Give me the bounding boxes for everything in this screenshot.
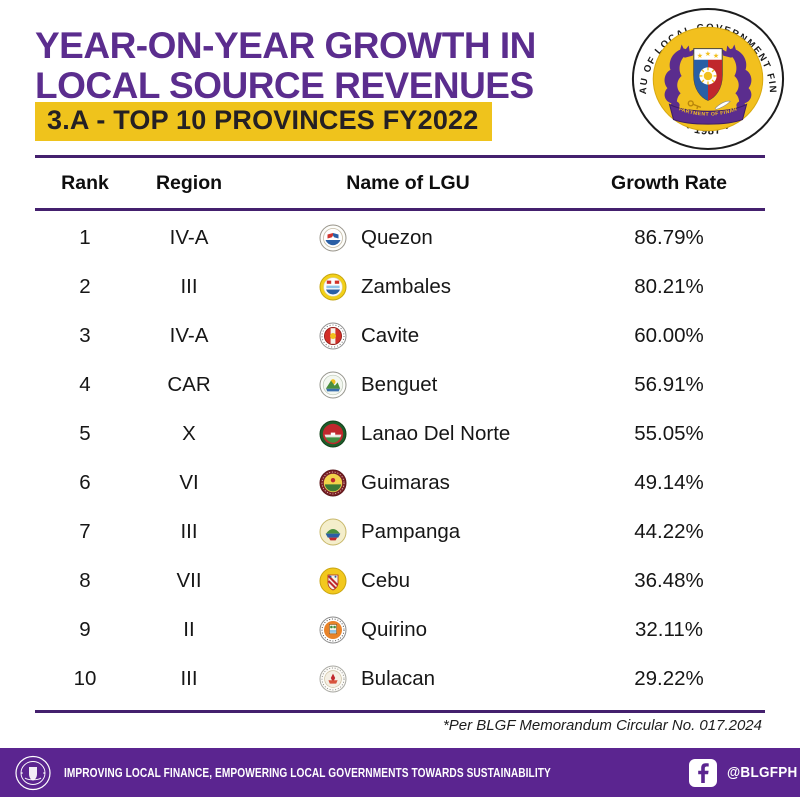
lgu-cell: Cavite: [243, 322, 573, 350]
lgu-name: Pampanga: [361, 519, 461, 543]
header-rank: Rank: [61, 171, 109, 194]
table-row: 7 III Pampanga 44.22%: [35, 507, 765, 556]
growth-rate-cell: 32.11%: [634, 617, 703, 641]
lgu-cell: Pampanga: [243, 518, 573, 546]
table-row: 4 CAR Benguet 56.91%: [35, 360, 765, 409]
page-title: YEAR-ON-YEAR GROWTH IN LOCAL SOURCE REVE…: [35, 26, 536, 106]
blgf-seal-logo: BUREAU OF LOCAL GOVERNMENT FINANCE • 198…: [630, 8, 785, 150]
region-cell: II: [183, 617, 195, 641]
lgu-cell: Lanao Del Norte: [243, 420, 573, 448]
lgu-name: Cebu: [361, 568, 411, 592]
lanao-del-norte-provincial-seal-icon: [319, 420, 347, 447]
rank-cell: 10: [73, 666, 97, 690]
rank-cell: 2: [79, 274, 91, 298]
lgu-cell: Benguet: [243, 371, 573, 399]
ribbon-banner: [668, 103, 748, 125]
growth-rate-cell: 56.91%: [634, 372, 704, 396]
zambales-provincial-seal-icon: [319, 273, 347, 300]
bulacan-provincial-seal-icon: [319, 665, 347, 692]
growth-rate-cell: 29.22%: [634, 666, 704, 690]
svg-text:★: ★: [697, 52, 703, 60]
page-title-line1: YEAR-ON-YEAR GROWTH IN: [35, 25, 536, 66]
growth-rate-cell: 60.00%: [634, 323, 704, 347]
lgu-cell: Cebu: [243, 567, 573, 595]
table-row: 9 II Quirino 32.11%: [35, 605, 765, 654]
quirino-provincial-seal-icon: [319, 616, 347, 643]
table-header-row: Rank Region Name of LGU Growth Rate: [35, 155, 765, 211]
header-region: Region: [155, 171, 223, 194]
header-lgu: Name of LGU: [346, 171, 470, 194]
rank-cell: 8: [79, 568, 91, 592]
lgu-cell: Zambales: [243, 273, 573, 301]
lgu-name: Zambales: [361, 274, 452, 298]
quezon-provincial-seal-icon: [319, 224, 347, 251]
footer-slogan: IMPROVING LOCAL FINANCE, EMPOWERING LOCA…: [64, 764, 551, 780]
footnote: *Per BLGF Memorandum Circular No. 017.20…: [442, 717, 762, 734]
region-cell: IV-A: [169, 225, 209, 249]
region-cell: VI: [179, 470, 199, 494]
lgu-cell: Quezon: [243, 224, 573, 252]
benguet-provincial-seal-icon: [319, 371, 347, 398]
pampanga-provincial-seal-icon: [319, 518, 347, 545]
region-cell: III: [180, 274, 198, 298]
lgu-name: Quirino: [361, 617, 428, 641]
cebu-provincial-seal-icon: [319, 567, 347, 594]
region-cell: IV-A: [169, 323, 209, 347]
quill-icon: [714, 100, 731, 110]
cavite-provincial-seal-icon: [319, 322, 347, 349]
table-row: 3 IV-A Cavite 60.00%: [35, 311, 765, 360]
rank-cell: 5: [79, 421, 91, 445]
subtitle-badge: 3.A - TOP 10 PROVINCES FY2022: [35, 102, 493, 141]
growth-rate-cell: 55.05%: [634, 421, 704, 445]
rank-cell: 1: [79, 225, 91, 249]
growth-rate-cell: 86.79%: [634, 225, 704, 249]
region-cell: III: [180, 666, 198, 690]
guimaras-provincial-seal-icon: [319, 469, 347, 496]
growth-rate-cell: 49.14%: [634, 470, 704, 494]
rank-cell: 4: [79, 372, 91, 396]
rank-cell: 7: [79, 519, 91, 543]
region-cell: CAR: [167, 372, 211, 396]
table-row: 2 III Zambales 80.21%: [35, 262, 765, 311]
table-row: 8 VII Cebu 36.48%: [35, 556, 765, 605]
growth-rate-cell: 80.21%: [634, 274, 704, 298]
svg-text:★: ★: [705, 50, 711, 58]
footer-bar: IMPROVING LOCAL FINANCE, EMPOWERING LOCA…: [0, 748, 800, 797]
svg-text:★: ★: [713, 52, 719, 60]
region-cell: VII: [176, 568, 202, 592]
lgu-name: Benguet: [361, 372, 438, 396]
lgu-name: Guimaras: [361, 470, 450, 494]
rank-cell: 9: [79, 617, 91, 641]
lgu-name: Quezon: [361, 225, 433, 249]
rank-cell: 3: [79, 323, 91, 347]
table-body: 1 IV-A Quezon 86.79% 2 II: [35, 211, 765, 713]
footer-slogan-wrap: IMPROVING LOCAL FINANCE, EMPOWERING LOCA…: [64, 764, 688, 782]
lgu-name: Lanao Del Norte: [361, 421, 511, 445]
table-row: 1 IV-A Quezon 86.79%: [35, 213, 765, 262]
header-growth: Growth Rate: [611, 171, 727, 194]
blgf-seal-outline-icon: [15, 755, 51, 790]
region-cell: X: [182, 421, 196, 445]
growth-rate-cell: 36.48%: [634, 568, 704, 592]
lgu-name: Bulacan: [361, 666, 436, 690]
region-cell: III: [180, 519, 198, 543]
lgu-cell: Quirino: [243, 616, 573, 644]
rank-cell: 6: [79, 470, 91, 494]
key-icon: [687, 100, 702, 110]
facebook-icon[interactable]: [688, 758, 718, 788]
table-row: 10 III Bulacan 29.22%: [35, 654, 765, 703]
facebook-handle[interactable]: @BLGFPH: [727, 764, 798, 781]
page-title-line2: LOCAL SOURCE REVENUES: [35, 65, 534, 106]
growth-rate-cell: 44.22%: [634, 519, 704, 543]
lgu-cell: Guimaras: [243, 469, 573, 497]
footer-social: @BLGFPH BLGF.GOV.PH: [688, 758, 800, 788]
growth-table: Rank Region Name of LGU Growth Rate 1 IV…: [35, 155, 765, 713]
table-row: 6 VI Guimaras 49.14%: [35, 458, 765, 507]
lgu-name: Cavite: [361, 323, 420, 347]
lgu-cell: Bulacan: [243, 665, 573, 693]
table-row: 5 X Lanao Del Norte 55.05%: [35, 409, 765, 458]
shield-icon: ★ ★ ★: [693, 48, 723, 101]
